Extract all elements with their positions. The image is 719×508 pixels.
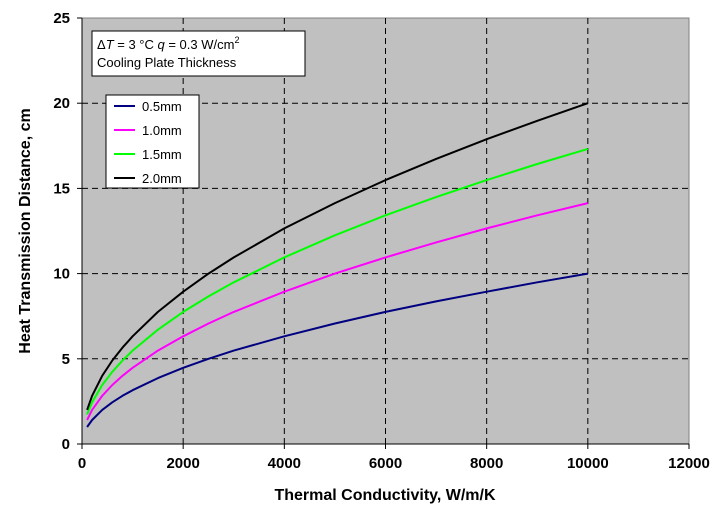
y-tick-label: 0 [62, 436, 70, 453]
axes: 0 2000 4000 6000 8000 10000 12000 0 5 10 15 20 25 [53, 10, 710, 472]
series-lines [86, 102, 589, 428]
legend-label: 1.0mm [142, 123, 182, 138]
x-tick-label: 10000 [567, 455, 609, 472]
series-line-2.0mm [86, 102, 589, 411]
legend-label: 2.0mm [142, 171, 182, 186]
x-tick-label: 8000 [470, 455, 503, 472]
y-tick-label: 5 [62, 351, 70, 368]
y-tick-label: 10 [53, 266, 70, 283]
y-tick-label: 15 [53, 180, 70, 197]
y-tick-label: 20 [53, 95, 70, 112]
x-tick-label: 12000 [668, 455, 710, 472]
annotation-line2: Cooling Plate Thickness [97, 55, 237, 70]
series-line-1.0mm [86, 202, 589, 421]
legend: 0.5mm 1.0mm 1.5mm 2.0mm [105, 94, 200, 189]
annotation-box: ΔT = 3 °C q = 0.3 W/cm2 Cooling Plate Th… [91, 30, 306, 77]
x-tick-label: 6000 [369, 455, 402, 472]
legend-label: 0.5mm [142, 99, 182, 114]
x-tick-label: 0 [78, 455, 86, 472]
y-tick-label: 25 [53, 10, 70, 27]
x-axis-title: Thermal Conductivity, W/m/K [274, 487, 496, 504]
legend-label: 1.5mm [142, 147, 182, 162]
y-axis-title: Heat Transmission Distance, cm [17, 108, 34, 353]
series-line-1.5mm [86, 147, 589, 415]
x-tick-label: 2000 [166, 455, 199, 472]
annotation-line1: ΔT = 3 °C q = 0.3 W/cm2 [97, 35, 239, 52]
series-line-0.5mm [86, 272, 588, 428]
x-tick-label: 4000 [268, 455, 301, 472]
